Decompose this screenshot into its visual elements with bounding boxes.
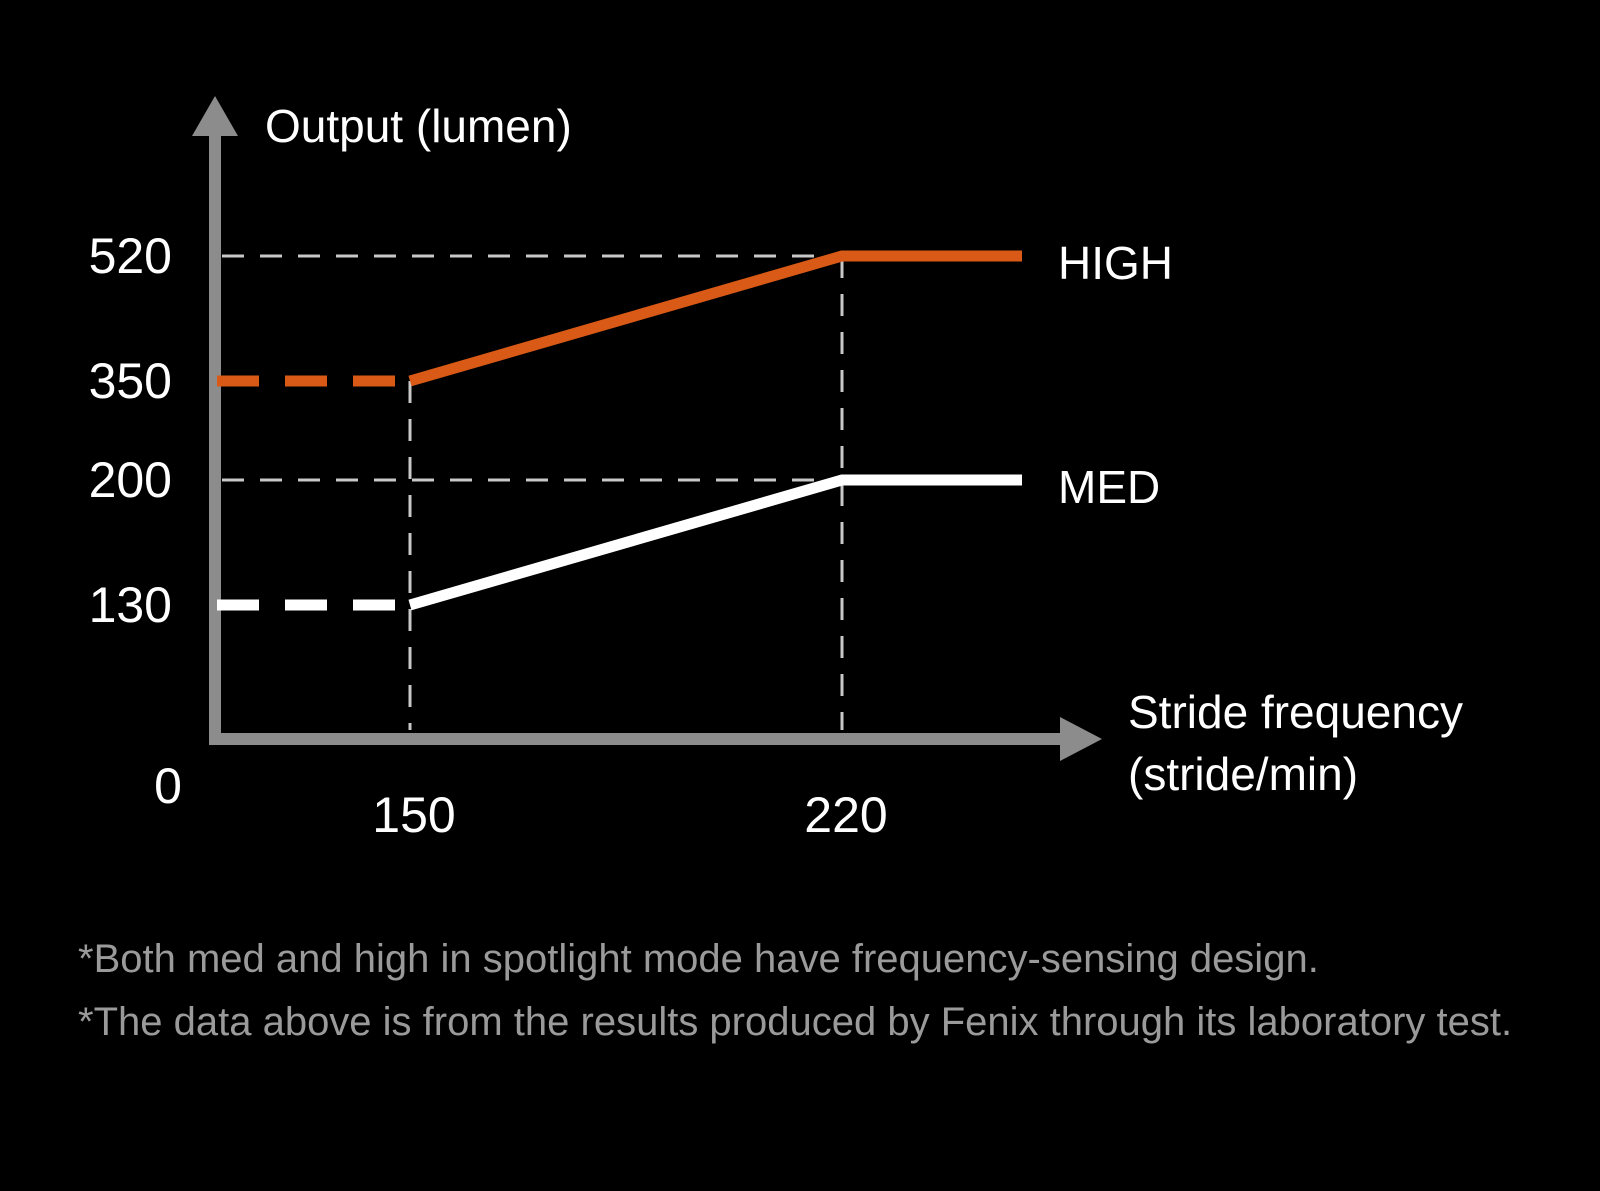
stride-output-chart: HIGH MED Output (lumen) 520 350 200 130 0 150 220… bbox=[89, 96, 1463, 843]
origin-label: 0 bbox=[154, 758, 182, 814]
footnote-frequency-sensing: *Both med and high in spotlight mode hav… bbox=[78, 937, 1319, 981]
x-tick-label-150: 150 bbox=[372, 787, 455, 843]
y-tick-label-520: 520 bbox=[89, 228, 172, 284]
footnotes: *Both med and high in spotlight mode hav… bbox=[78, 928, 1538, 1054]
x-axis-title-line-2: (stride/min) bbox=[1128, 748, 1358, 800]
y-axis-arrow bbox=[192, 96, 238, 136]
y-tick-label-350: 350 bbox=[89, 353, 172, 409]
x-axis-arrow bbox=[1060, 717, 1102, 761]
reference-lines bbox=[222, 254, 844, 730]
series-med-line bbox=[408, 474, 1022, 611]
series-label-high: HIGH bbox=[1058, 237, 1173, 289]
x-tick-label-220: 220 bbox=[804, 787, 887, 843]
x-axis-title-line-1: Stride frequency bbox=[1128, 686, 1463, 738]
y-tick-label-130: 130 bbox=[89, 577, 172, 633]
series-label-med: MED bbox=[1058, 461, 1160, 513]
series-high-line bbox=[408, 250, 1022, 387]
series-lines bbox=[217, 250, 1022, 611]
y-tick-label-200: 200 bbox=[89, 452, 172, 508]
y-axis-title: Output (lumen) bbox=[265, 100, 572, 152]
axes bbox=[192, 96, 1102, 761]
chart-labels: HIGH MED Output (lumen) 520 350 200 130 0 150 220… bbox=[89, 100, 1463, 843]
footnote-laboratory-test: *The data above is from the results prod… bbox=[78, 1000, 1513, 1044]
